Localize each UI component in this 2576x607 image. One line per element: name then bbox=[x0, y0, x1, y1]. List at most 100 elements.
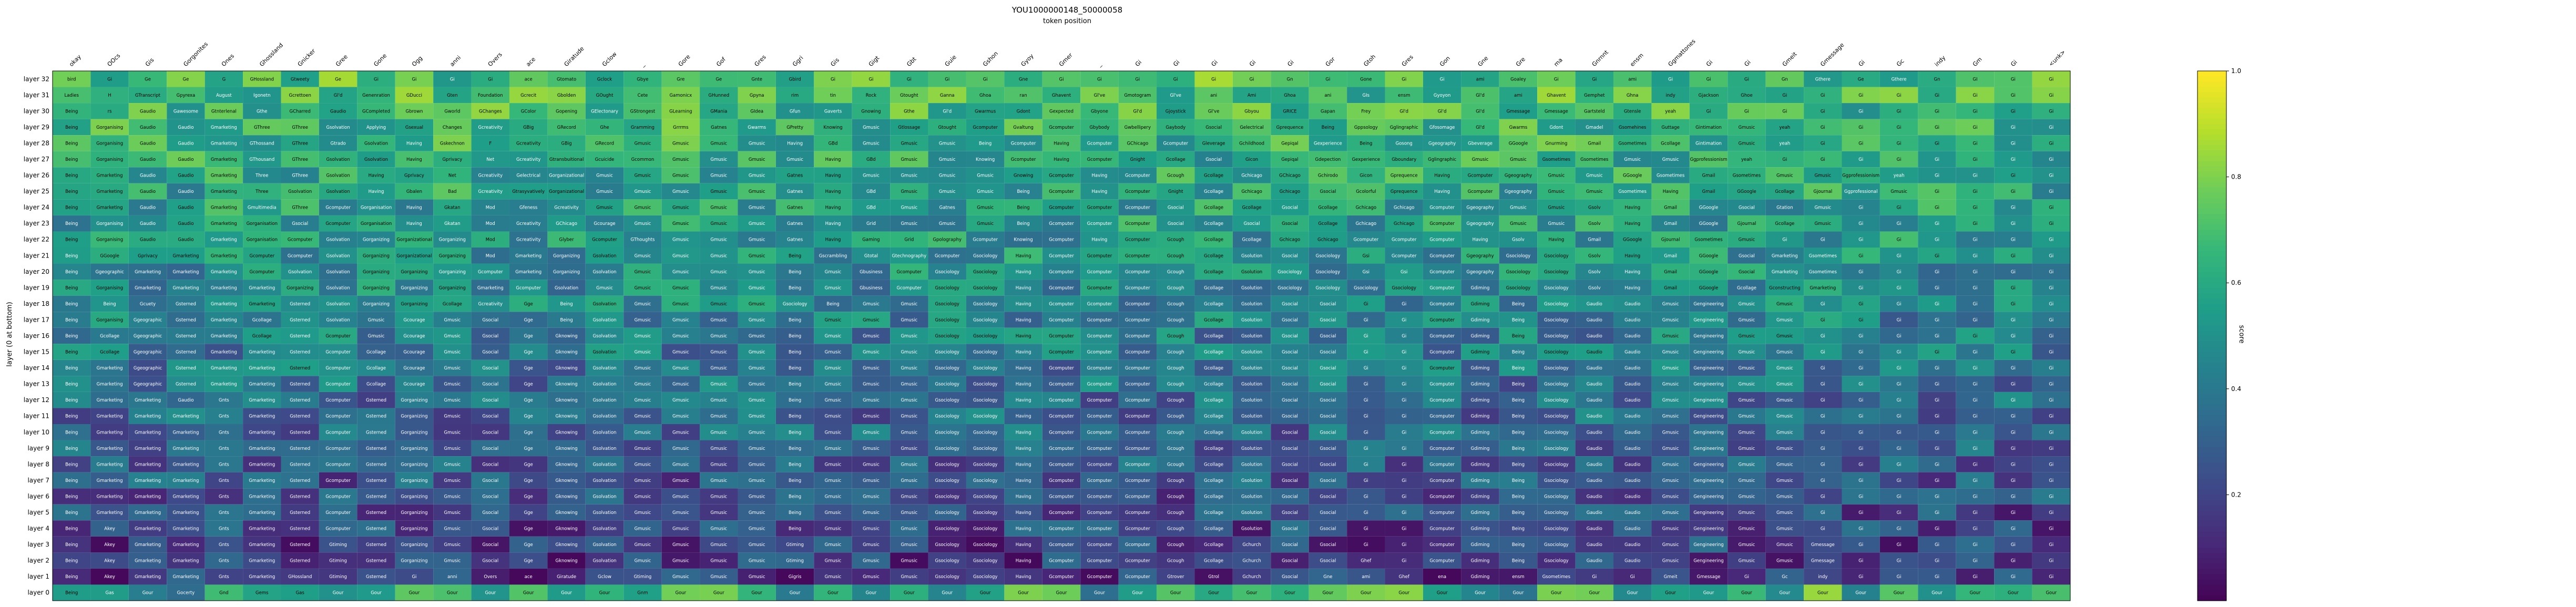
heatmap-cell-label: Gi bbox=[1782, 157, 1787, 162]
heatmap-cell-label: Gmessage bbox=[1811, 542, 1835, 548]
heatmap-cell-label: Gmusic bbox=[444, 414, 461, 419]
heatmap-cell-label: Gmusic bbox=[444, 366, 461, 371]
x-tick-label: Gi bbox=[1134, 59, 1143, 68]
heatmap-cell-label: Gpyrexa bbox=[177, 93, 196, 98]
heatmap-cell bbox=[128, 183, 167, 200]
heatmap-cell-label: Gsometimes bbox=[1542, 157, 1571, 162]
heatmap-cell bbox=[1385, 71, 1423, 87]
heatmap-cell bbox=[852, 87, 891, 104]
colorbar-segment bbox=[2197, 71, 2226, 77]
heatmap-cell bbox=[167, 151, 205, 168]
heatmap-cell-label: Gcomputer bbox=[1087, 270, 1112, 275]
heatmap-cell-label: Gmusic bbox=[901, 317, 917, 323]
heatmap-cell-label: Gmusic bbox=[825, 350, 842, 355]
heatmap-cell-label: Gmusic bbox=[1776, 414, 1793, 419]
heatmap-cell bbox=[1804, 119, 1842, 136]
heatmap-cell bbox=[1994, 119, 2032, 136]
heatmap-cell bbox=[509, 215, 548, 232]
heatmap-cell-label: GChanges bbox=[479, 109, 502, 114]
heatmap-cell-label: Gi bbox=[1858, 285, 1863, 291]
heatmap-cell-label: Gi bbox=[2011, 559, 2016, 564]
heatmap-cell-label: Gcomputer bbox=[1087, 285, 1112, 291]
heatmap-cell-label: Akey bbox=[104, 574, 115, 580]
heatmap-cell bbox=[243, 183, 281, 200]
heatmap-cell-label: Being bbox=[789, 414, 801, 419]
heatmap-cell-label: Gmusic bbox=[635, 478, 651, 483]
heatmap-cell-label: Gorganizing bbox=[401, 285, 427, 291]
heatmap-cell bbox=[1461, 215, 1499, 232]
heatmap-cell-label: Gi bbox=[1440, 77, 1445, 82]
heatmap-cell bbox=[775, 151, 814, 168]
heatmap-cell bbox=[395, 231, 434, 248]
heatmap-cell-label: Gmarketing bbox=[172, 253, 199, 259]
heatmap-cell bbox=[281, 167, 319, 183]
heatmap-cell bbox=[167, 87, 205, 104]
heatmap-cell bbox=[1804, 103, 1842, 119]
heatmap-cell-label: Being bbox=[789, 478, 801, 483]
heatmap-cell-label: Gchurch bbox=[1242, 542, 1261, 548]
heatmap-cell-label: Goaley bbox=[1510, 77, 1526, 82]
heatmap-cell-label: Gi bbox=[1897, 221, 1902, 227]
heatmap-cell-label: Gcourage bbox=[594, 221, 615, 227]
colorbar-segment bbox=[2197, 341, 2226, 347]
heatmap-cell-label: Having bbox=[1092, 189, 1108, 194]
heatmap-cell bbox=[547, 231, 586, 248]
heatmap-cell-label: Gnts bbox=[219, 430, 229, 435]
heatmap-cell-label: Gtiming bbox=[634, 574, 652, 580]
heatmap-cell-label: Gmusic bbox=[710, 574, 727, 580]
heatmap-cell-label: Gour bbox=[1284, 591, 1295, 596]
heatmap-cell-label: Being bbox=[789, 382, 801, 387]
heatmap-cell-label: Gmusic bbox=[863, 398, 880, 403]
heatmap-cell-label: Gprivacy bbox=[138, 253, 158, 259]
heatmap-cell bbox=[1651, 167, 1690, 183]
x-tick-label: Gigt bbox=[867, 54, 881, 68]
colorbar-segment bbox=[2197, 510, 2226, 517]
heatmap-cell-label: Gi bbox=[2011, 205, 2016, 211]
heatmap-cell-label: Gmusic bbox=[710, 334, 727, 339]
heatmap-cell-label: Gsolvation bbox=[592, 510, 616, 516]
heatmap-cell-label: Grid bbox=[866, 221, 876, 227]
heatmap-cell-label: Gdiming bbox=[1471, 285, 1490, 291]
heatmap-cell-label: Gi bbox=[450, 77, 455, 82]
heatmap-cell-label: Gprequence bbox=[1276, 125, 1304, 130]
heatmap-cell-label: Gi bbox=[1935, 141, 1939, 146]
heatmap-cell-label: Gnts bbox=[219, 494, 229, 499]
heatmap-cell-label: Gcough bbox=[1167, 430, 1184, 435]
heatmap-cell-label: Gmarketing bbox=[211, 238, 237, 243]
heatmap-cell-label: Gmarketing bbox=[211, 334, 237, 339]
heatmap-cell-label: Gsocial bbox=[1320, 398, 1336, 403]
heatmap-cell-label: Gmarketing bbox=[135, 574, 161, 580]
heatmap-cell bbox=[547, 71, 586, 87]
heatmap-cell-label: Gmusic bbox=[596, 173, 613, 179]
heatmap-cell-label: Gi bbox=[1897, 157, 1902, 162]
heatmap-cell-label: Gmusic bbox=[1776, 494, 1793, 499]
heatmap-cell bbox=[1347, 167, 1385, 183]
heatmap-cell-label: Gmarketing bbox=[135, 430, 161, 435]
heatmap-cell-label: Gmessage bbox=[1545, 109, 1568, 114]
heatmap-cell bbox=[738, 151, 776, 168]
heatmap-cell-label: Gsociology bbox=[973, 382, 997, 387]
heatmap-cell bbox=[1118, 151, 1157, 168]
heatmap-cell-label: Gcomputer bbox=[325, 398, 351, 403]
heatmap-cell-label: Gour bbox=[1817, 591, 1828, 596]
heatmap-cell-label: Gour bbox=[1475, 591, 1486, 596]
heatmap-cell bbox=[1956, 215, 1995, 232]
heatmap-cell-label: Gi bbox=[1935, 173, 1939, 179]
heatmap-cell bbox=[509, 103, 548, 119]
heatmap-cell-label: Gsolvation bbox=[326, 125, 350, 130]
heatmap-cell-label: Gi bbox=[1972, 527, 1977, 532]
heatmap-cell bbox=[128, 167, 167, 183]
heatmap-cell-label: Gmusic bbox=[825, 270, 842, 275]
x-tick-label: anni bbox=[448, 54, 462, 68]
heatmap-cell-label: Gsi bbox=[1363, 253, 1369, 259]
heatmap-cell-label: Gcuety bbox=[140, 302, 156, 307]
heatmap-cell bbox=[1118, 135, 1157, 151]
heatmap-cell-label: Gmusic bbox=[825, 317, 842, 323]
heatmap-cell-label: Having bbox=[406, 141, 422, 146]
heatmap-cell-label: Gi bbox=[2011, 189, 2016, 194]
heatmap-cell bbox=[775, 103, 814, 119]
heatmap-cell-label: Gmarketing bbox=[249, 398, 275, 403]
heatmap-cell-label: Gglingraphic bbox=[1390, 125, 1418, 130]
heatmap-cell-label: Gl'd bbox=[1438, 109, 1447, 114]
heatmap-cell-label: Gcomputer bbox=[1125, 398, 1150, 403]
